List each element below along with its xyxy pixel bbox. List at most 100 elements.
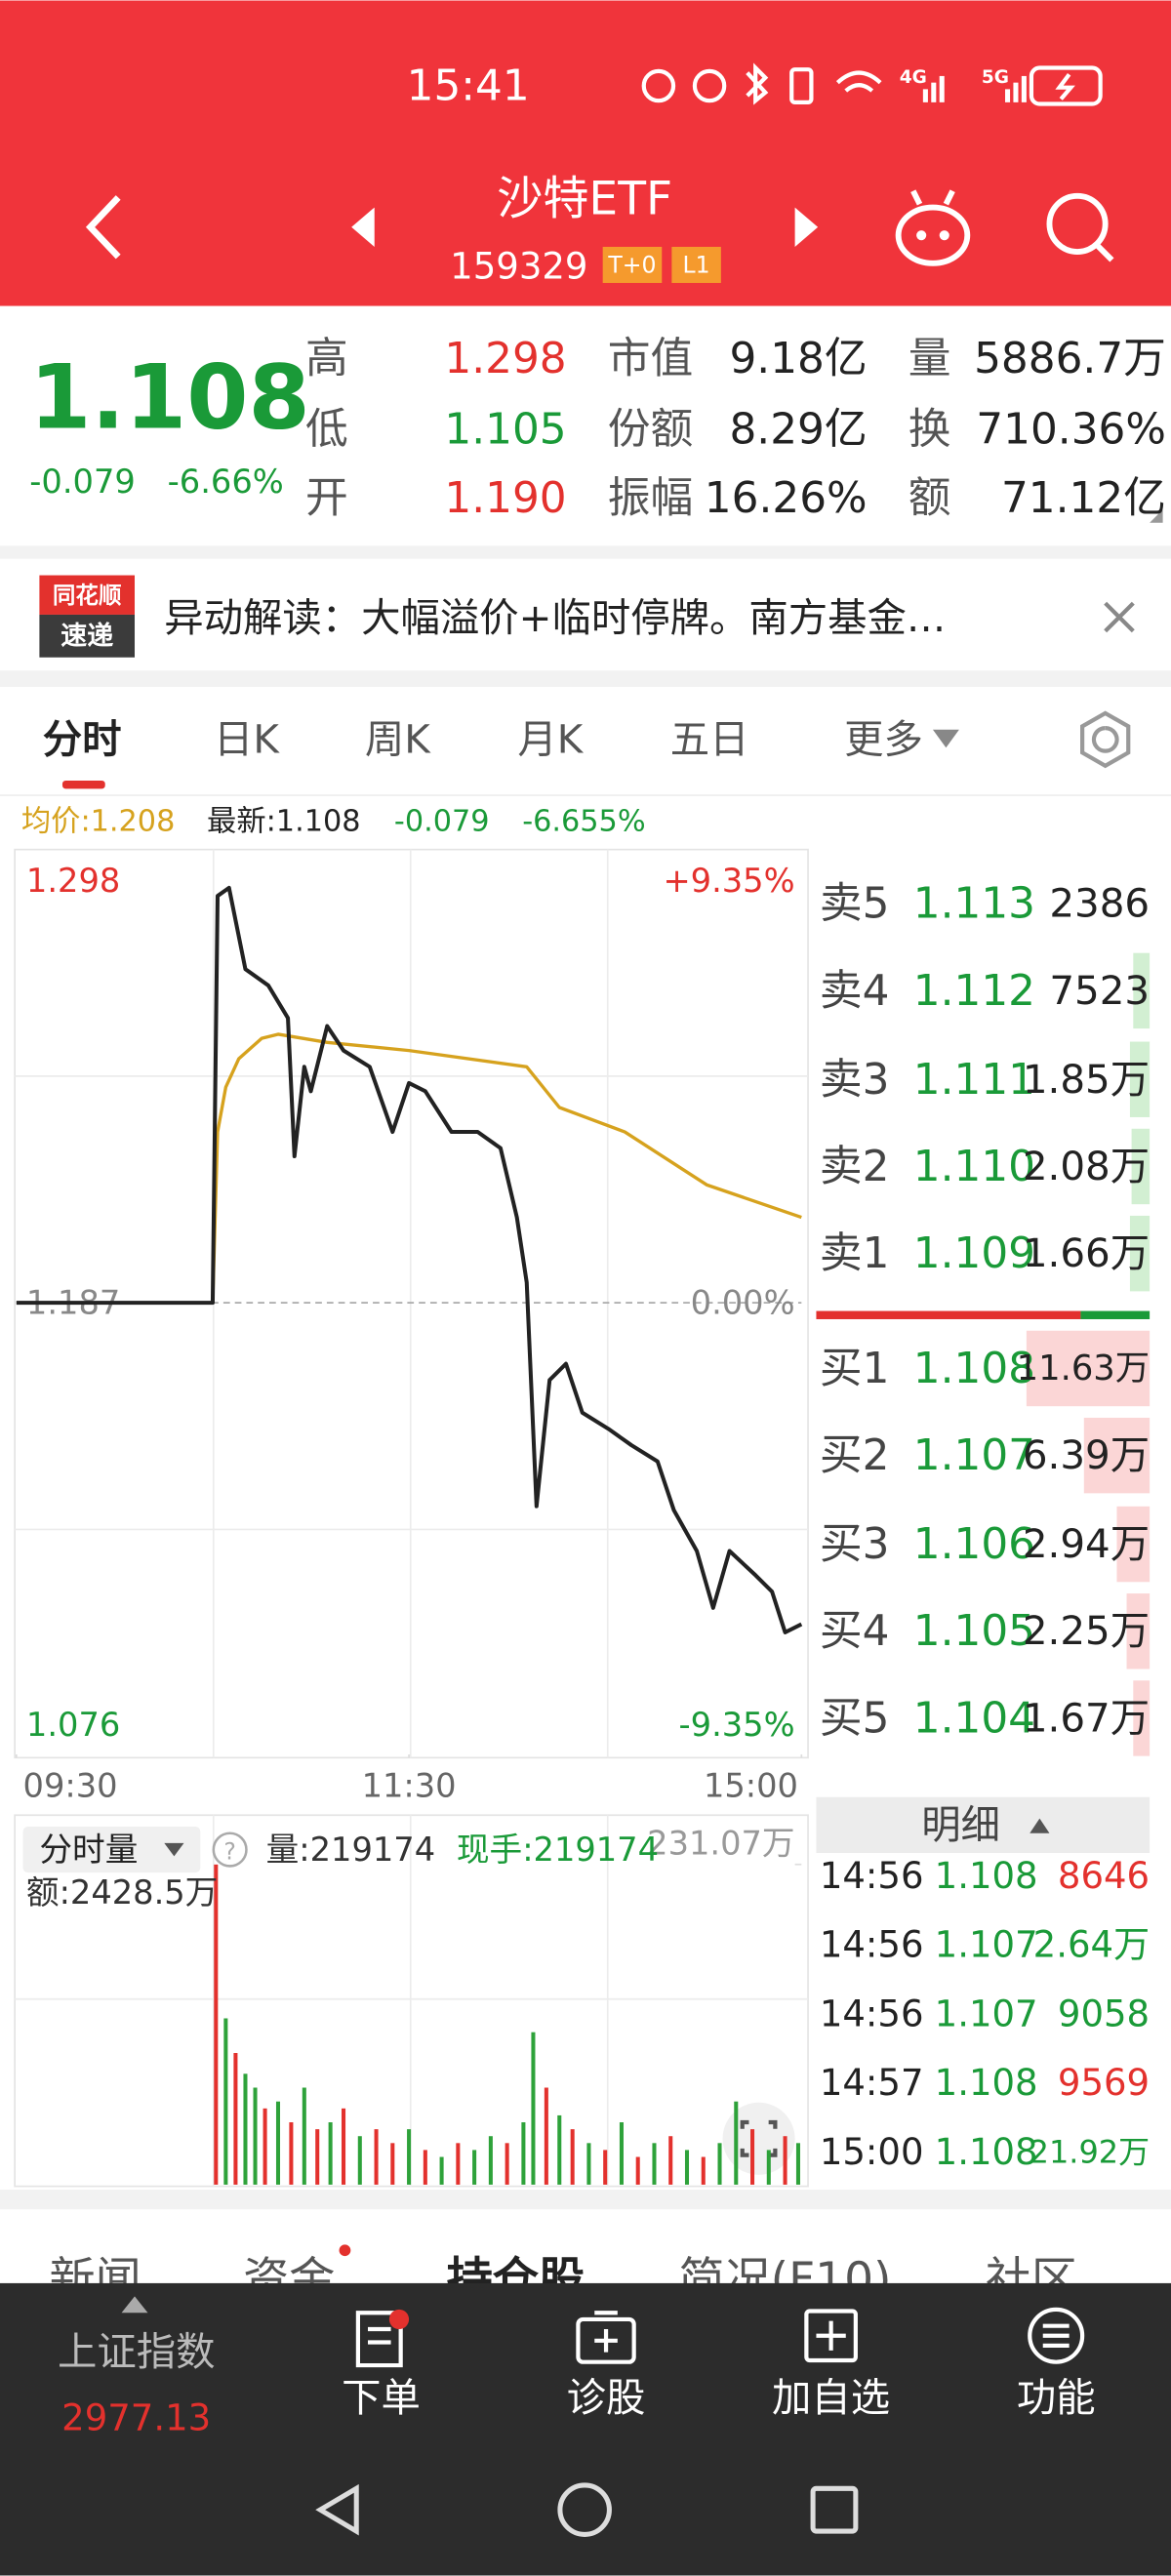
index-name[interactable]: 上证指数 xyxy=(58,2329,216,2375)
volume-bar xyxy=(342,2108,346,2185)
robot-eyes xyxy=(916,230,949,241)
next-stock[interactable] xyxy=(794,207,819,247)
trade-price: 1.107 xyxy=(935,1992,1038,2034)
settings-button[interactable] xyxy=(1080,710,1131,769)
network-label: 4G xyxy=(900,67,927,88)
back-button[interactable] xyxy=(85,195,121,260)
volume-title[interactable]: 分时量 xyxy=(39,1831,138,1869)
sys-recent[interactable] xyxy=(810,2485,859,2534)
volume-bar xyxy=(214,1864,219,2185)
chart-tab[interactable]: 更多 xyxy=(844,716,923,762)
network-label: 5G xyxy=(982,67,1009,88)
book-label: 买1 xyxy=(820,1344,890,1393)
book-price: 1.104 xyxy=(913,1693,1035,1743)
book-label: 卖5 xyxy=(820,879,890,929)
last-price: 1.108 xyxy=(29,346,309,449)
volume-grid xyxy=(15,1815,809,2187)
volume-bar xyxy=(275,2101,281,2185)
help-mark: ? xyxy=(223,1837,235,1865)
nav-item[interactable]: 下单 xyxy=(342,2375,421,2421)
trades-header-bg[interactable] xyxy=(816,1796,1151,1853)
chart-tab[interactable]: 分时 xyxy=(43,716,122,762)
book-price: 1.109 xyxy=(913,1228,1035,1278)
x-tick-label: 11:30 xyxy=(362,1766,457,1804)
chart-tab[interactable]: 月K xyxy=(517,716,584,762)
latest-price: 最新:1.108 xyxy=(207,805,360,839)
index-arrow xyxy=(121,2296,148,2314)
stat-value: 710.36% xyxy=(976,404,1166,454)
trade-time: 14:56 xyxy=(820,1992,924,2034)
book-price: 1.113 xyxy=(913,879,1035,929)
sys-home[interactable] xyxy=(557,2482,612,2537)
volume-bar xyxy=(390,2143,395,2185)
nav-item[interactable]: 诊股 xyxy=(567,2375,646,2421)
expand-button[interactable] xyxy=(722,2102,795,2175)
volume-bar xyxy=(544,2087,548,2185)
book-divider-green xyxy=(1080,1310,1151,1319)
status-icons xyxy=(641,62,1103,106)
volume-bar xyxy=(223,2018,228,2185)
separator xyxy=(0,670,1171,688)
nav-bg xyxy=(0,2282,1171,2576)
stat-label: 振幅 xyxy=(608,473,694,523)
prev-stock[interactable] xyxy=(351,207,375,247)
stock-code: 159329 xyxy=(450,246,587,288)
trade-volume: 21.92万 xyxy=(1030,2133,1151,2170)
volume-bar xyxy=(328,2122,333,2185)
trade-volume: 9058 xyxy=(1058,1992,1150,2034)
book-price: 1.106 xyxy=(913,1519,1035,1569)
y-tick-label: 1.298 xyxy=(26,862,120,900)
x-tick-label: 15:00 xyxy=(704,1766,798,1804)
stat-label: 份额 xyxy=(608,404,694,454)
book-volume: 6.39万 xyxy=(1023,1432,1150,1478)
chart-tab[interactable]: 日K xyxy=(214,716,280,762)
volume-bar xyxy=(766,2150,771,2185)
stat-label: 换 xyxy=(909,404,951,454)
book-price: 1.107 xyxy=(913,1430,1035,1480)
nav-item[interactable]: 功能 xyxy=(1017,2375,1096,2421)
help-icon[interactable] xyxy=(212,1831,248,1868)
stat-label: 量 xyxy=(909,334,951,383)
trade-time: 14:56 xyxy=(820,1855,924,1897)
stat-value: 71.12亿 xyxy=(1001,473,1166,523)
tag-bg xyxy=(671,246,721,283)
volume-bar xyxy=(717,2143,722,2185)
book-volume: 2.08万 xyxy=(1023,1144,1150,1189)
volume-bar xyxy=(407,2129,412,2185)
stat-value: 1.190 xyxy=(444,473,566,523)
nav-item[interactable]: 加自选 xyxy=(772,2375,890,2421)
trades-sort xyxy=(1030,1818,1050,1833)
trade-time: 14:57 xyxy=(820,2062,924,2104)
volume-bar xyxy=(570,2129,575,2185)
stat-label: 开 xyxy=(305,473,348,523)
book-label: 买4 xyxy=(820,1606,890,1656)
robot-button[interactable] xyxy=(895,189,971,266)
volume-selector[interactable] xyxy=(22,1827,201,1873)
search-button[interactable] xyxy=(1046,192,1114,262)
separator xyxy=(0,2189,1171,2210)
book-volume: 2.25万 xyxy=(1023,1608,1150,1654)
change: -0.079 xyxy=(29,463,136,501)
trade-time: 15:00 xyxy=(820,2131,924,2173)
close-news[interactable] xyxy=(1104,601,1135,633)
volume-bar xyxy=(652,2143,657,2185)
tag: L1 xyxy=(683,251,710,278)
volume-bar xyxy=(374,2129,379,2185)
volume-bar xyxy=(423,2150,427,2185)
volume-bar xyxy=(531,2032,536,2185)
trades-title[interactable]: 明细 xyxy=(921,1802,1000,1848)
y-tick-label: 1.076 xyxy=(26,1706,120,1744)
volume-bar xyxy=(456,2143,461,2185)
volume-bar xyxy=(472,2150,477,2185)
chart-tab[interactable]: 周K xyxy=(365,716,431,762)
news-text[interactable]: 异动解读：大幅溢价+临时停牌。南方基金… xyxy=(164,595,946,641)
book-price: 1.105 xyxy=(913,1606,1035,1656)
chart-tab[interactable]: 五日 xyxy=(670,716,749,762)
stat-value: 8.29亿 xyxy=(729,404,867,454)
sys-back[interactable] xyxy=(315,2483,359,2536)
book-divider-red xyxy=(816,1310,1081,1319)
current-hand: 现手:219174 xyxy=(457,1831,659,1869)
status-time: 15:41 xyxy=(407,61,530,111)
book-volume: 1.85万 xyxy=(1023,1057,1150,1103)
